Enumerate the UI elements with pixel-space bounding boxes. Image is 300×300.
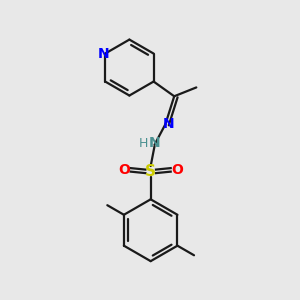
Text: N: N bbox=[163, 117, 174, 131]
Text: N: N bbox=[149, 136, 160, 150]
Text: S: S bbox=[145, 164, 156, 179]
Text: H: H bbox=[139, 137, 148, 150]
Text: O: O bbox=[118, 163, 130, 177]
Text: N: N bbox=[98, 46, 109, 61]
Text: O: O bbox=[171, 163, 183, 177]
